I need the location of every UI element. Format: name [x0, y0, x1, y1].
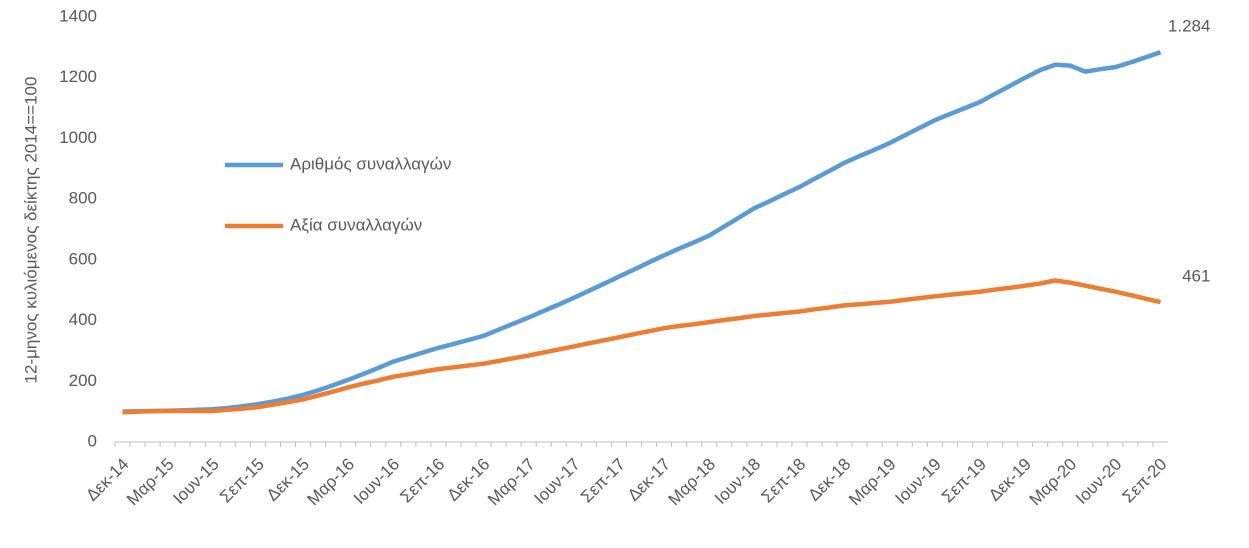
x-tick-label: Ιουν-20 [1072, 455, 1125, 508]
x-tick-label: Σεπ-15 [216, 455, 268, 507]
y-tick-label: 1200 [59, 67, 97, 86]
line-series [122, 50, 1162, 414]
y-tick-label: 800 [69, 189, 97, 208]
line-series [122, 278, 1161, 415]
x-tick-label: Ιουν-17 [530, 455, 583, 508]
x-tick-label: Ιουν-19 [891, 455, 944, 508]
y-tick-label: 1400 [59, 6, 97, 25]
x-tick-label: Ιουν-18 [711, 455, 764, 508]
x-tick-label: Μαρ-16 [304, 455, 359, 510]
y-tick-label: 1000 [59, 128, 97, 147]
x-tick-label: Σεπ-18 [758, 455, 810, 507]
data-label: 1.284 [1168, 17, 1211, 36]
y-axis-title: 12-μηνος κυλιόμενος δείκτης 2014==100 [21, 77, 40, 384]
y-tick-label: 400 [69, 310, 97, 329]
legend-label: Αξία συναλλαγών [290, 215, 422, 234]
x-tick-label: Ιουν-15 [169, 455, 222, 508]
y-tick-label: 0 [88, 431, 97, 450]
y-tick-label: 600 [69, 249, 97, 268]
x-tick-label: Μαρ-15 [123, 455, 178, 510]
legend-label: Αριθμός συναλλαγών [290, 154, 451, 173]
x-tick-label: Μαρ-20 [1026, 455, 1081, 510]
data-label: 461 [1182, 267, 1210, 286]
x-tick-label: Σεπ-20 [1119, 455, 1171, 507]
x-tick-label: Μαρ-17 [484, 455, 539, 510]
x-tick-label: Μαρ-19 [845, 455, 900, 510]
x-tick-label: Σεπ-19 [938, 455, 990, 507]
x-tick-label: Ιουν-16 [350, 455, 403, 508]
x-tick-label: Σεπ-17 [577, 455, 629, 507]
x-tick-label: Μαρ-18 [665, 455, 720, 510]
x-tick-label: Σεπ-16 [397, 455, 449, 507]
y-tick-label: 200 [69, 371, 97, 390]
